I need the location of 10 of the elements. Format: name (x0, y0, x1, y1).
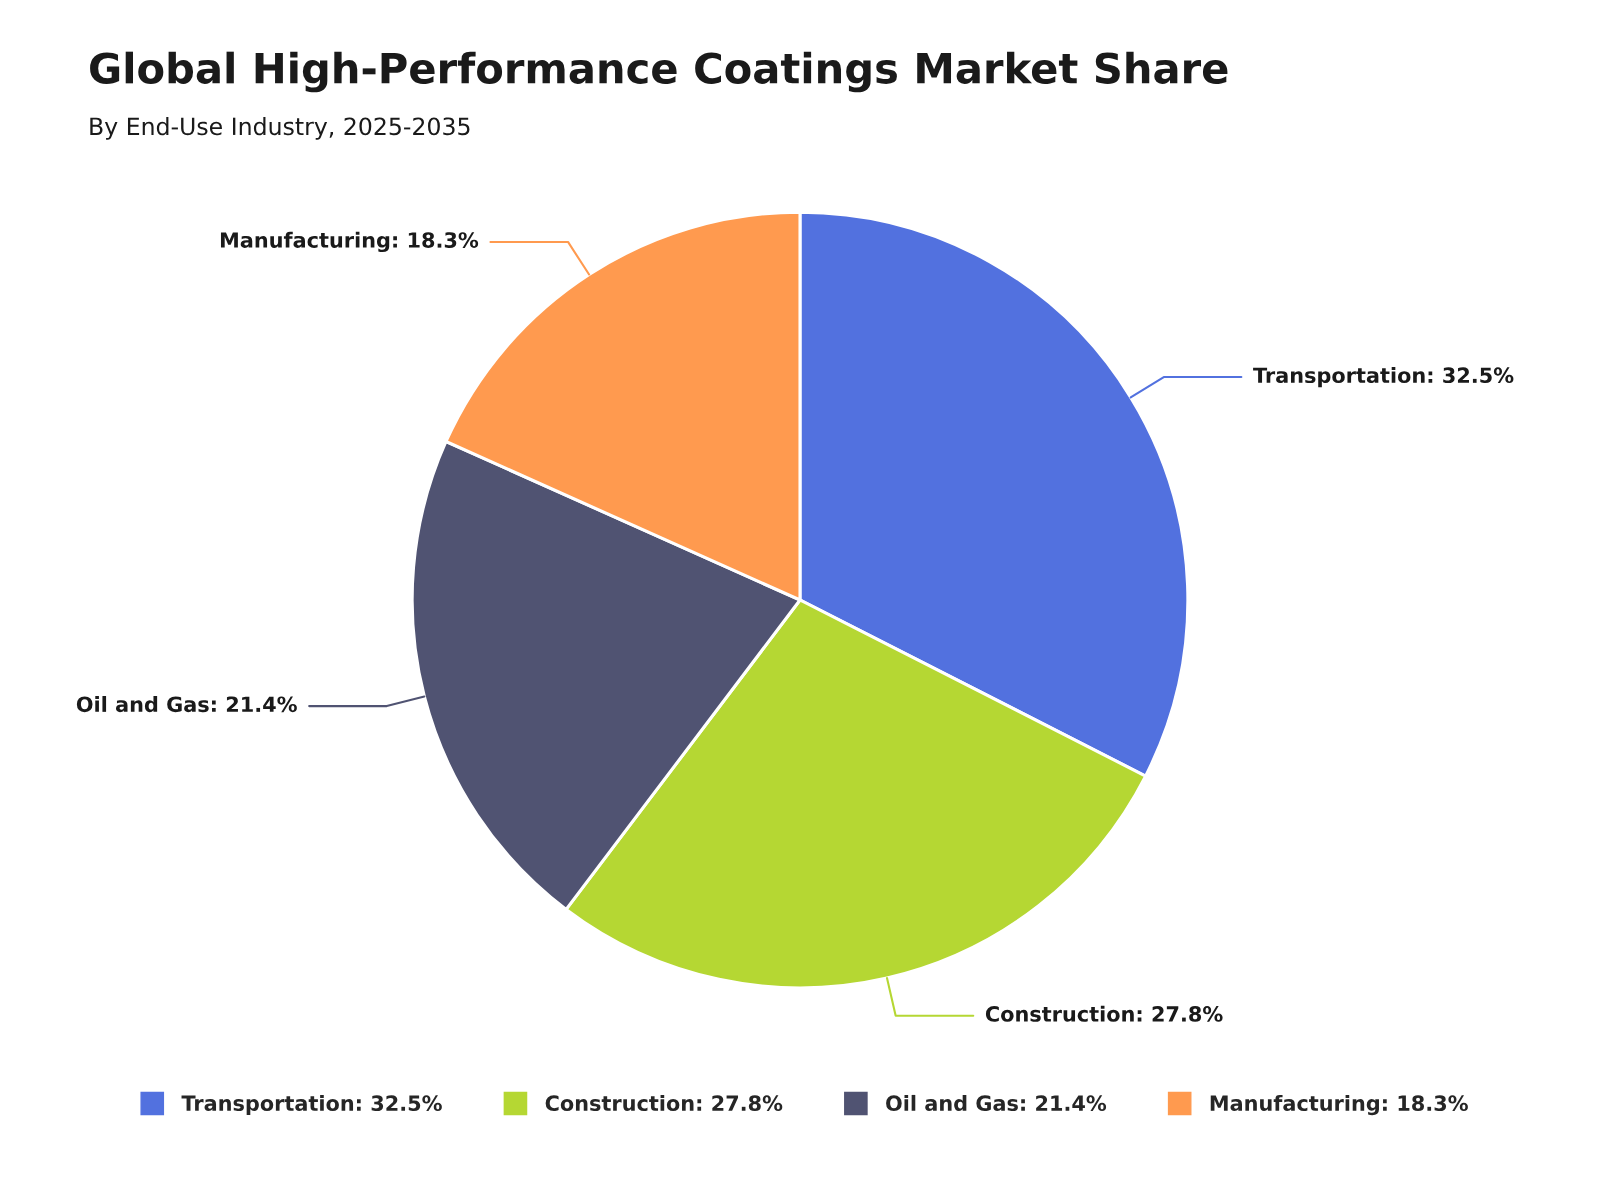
legend-label: Manufacturing: 18.3% (1210, 1094, 1468, 1116)
slice-label: Transportation: 32.5% (1253, 367, 1514, 388)
chart-title: Global High-Performance Coatings Market Share (90, 51, 1228, 93)
slice-label: Manufacturing: 18.3% (220, 231, 479, 253)
legend-label: Transportation: 32.5% (181, 1094, 442, 1116)
legend-label: Oil and Gas: 21.4% (886, 1094, 1107, 1112)
slice-label: Construction: 27.8% (985, 1005, 1223, 1022)
slice-label: Oil and Gas: 21.4% (76, 696, 297, 713)
legend-label: Construction: 27.8% (545, 1094, 783, 1112)
chart-subtitle: By End-Use Industry, 2025-2035 (90, 116, 470, 140)
